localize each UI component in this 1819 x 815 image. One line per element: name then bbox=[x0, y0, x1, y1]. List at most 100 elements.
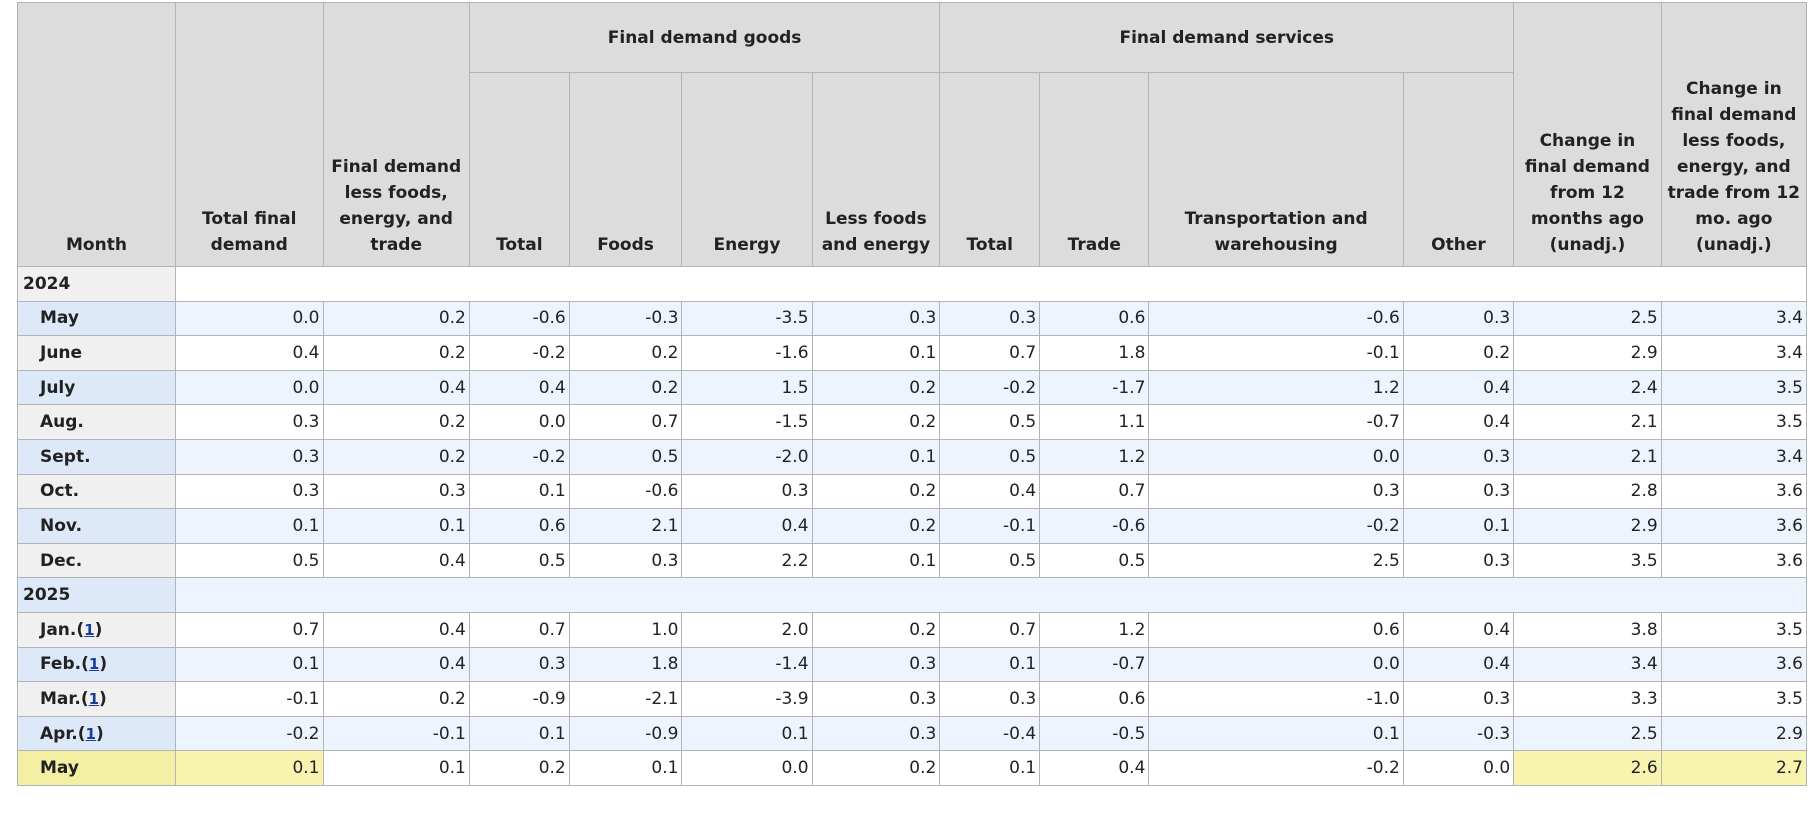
table-cell: 0.2 bbox=[322, 681, 470, 717]
header-final-demand-goods: Final demand goods bbox=[468, 2, 941, 73]
table-cell: 3.6 bbox=[1660, 508, 1808, 544]
table-cell: 1.2 bbox=[1148, 369, 1404, 406]
table-cell: 0.5 bbox=[939, 404, 1041, 440]
table-cell: -0.2 bbox=[468, 438, 570, 475]
table-cell: 3.4 bbox=[1660, 335, 1808, 371]
month-name: Jan. bbox=[40, 619, 77, 640]
footnote-paren: ( bbox=[80, 688, 89, 709]
table-cell: 3.5 bbox=[1660, 611, 1808, 648]
year-spacer bbox=[174, 266, 1808, 302]
table-cell: 0.6 bbox=[468, 508, 570, 544]
month-label: Dec. bbox=[17, 542, 176, 579]
table-cell: 0.5 bbox=[1039, 542, 1150, 579]
table-cell: 0.1 bbox=[568, 750, 683, 786]
table-cell: 1.2 bbox=[1039, 438, 1150, 475]
footnote-paren: ( bbox=[76, 619, 85, 640]
year-label: 2025 bbox=[17, 577, 176, 613]
table-row: Sept. 0.3 0.2 -0.2 0.5 -2.0 0.1 0.5 1.2 0.0 0.3 2.1… bbox=[17, 438, 1808, 475]
footnote-link[interactable]: 1 bbox=[85, 724, 96, 743]
table-cell: -0.6 bbox=[1039, 508, 1150, 544]
table-cell: 2.5 bbox=[1513, 300, 1662, 337]
table-cell: 2.9 bbox=[1513, 335, 1662, 371]
month-name: July bbox=[40, 377, 76, 398]
table-cell: 0.4 bbox=[322, 646, 470, 683]
table-cell: 0.5 bbox=[939, 542, 1041, 579]
year-row: 2024 bbox=[17, 266, 1808, 302]
table-cell: 0.3 bbox=[174, 404, 324, 440]
footnote-link[interactable]: 1 bbox=[88, 655, 100, 674]
table-cell: -1.7 bbox=[1039, 369, 1150, 406]
table-cell: 0.4 bbox=[1402, 404, 1515, 440]
table-cell: 0.1 bbox=[174, 508, 324, 544]
table-cell: 0.1 bbox=[811, 335, 941, 371]
footnote-link[interactable]: 1 bbox=[84, 620, 95, 639]
footnote-paren: ( bbox=[77, 723, 86, 744]
table-row: May 0.1 0.1 0.2 0.1 0.0 0.2 0.1 0.4 -0.2 0.0 2.6 2.7 bbox=[17, 750, 1808, 786]
table-cell: 0.3 bbox=[468, 646, 570, 683]
table-cell: 0.3 bbox=[322, 473, 470, 510]
table-row: Aug. 0.3 0.2 0.0 0.7 -1.5 0.2 0.5 1.1 -0.7 0.4 2.1 3… bbox=[17, 404, 1808, 440]
table-cell: 0.4 bbox=[1402, 611, 1515, 648]
table-cell: 2.1 bbox=[1513, 438, 1662, 475]
table-cell: 0.2 bbox=[468, 750, 570, 786]
month-name: Apr. bbox=[40, 723, 78, 744]
table-cell: -1.6 bbox=[681, 335, 813, 371]
table-row: Jan.(1) 0.7 0.4 0.7 1.0 2.0 0.2 0.7 1.2 0.6 0.4 3.8… bbox=[17, 611, 1808, 648]
table-row: Apr.(1) -0.2 -0.1 0.1 -0.9 0.1 0.3 -0.4 -0.5 0.1-… bbox=[17, 715, 1808, 752]
table-cell: 0.1 bbox=[322, 750, 470, 786]
table-cell: 0.4 bbox=[1039, 750, 1150, 786]
table-cell: 0.1 bbox=[1402, 508, 1515, 544]
table-cell: 2.6 bbox=[1513, 750, 1662, 786]
table-cell: 2.9 bbox=[1660, 715, 1808, 752]
table-cell: 3.4 bbox=[1660, 300, 1808, 337]
month-label: Apr.(1) bbox=[17, 715, 176, 752]
month-name: Oct. bbox=[40, 481, 80, 502]
table-cell: -0.6 bbox=[468, 300, 570, 337]
footnote-link[interactable]: 1 bbox=[88, 689, 100, 708]
header-services-total: Total bbox=[939, 72, 1041, 267]
table-cell: 0.2 bbox=[322, 300, 470, 337]
table-cell: 0.3 bbox=[811, 715, 941, 752]
table-cell: 2.1 bbox=[1513, 404, 1662, 440]
table-cell: 0.1 bbox=[811, 438, 941, 475]
table-cell: 2.5 bbox=[1148, 542, 1404, 579]
table-cell: 0.2 bbox=[568, 335, 683, 371]
table-cell: 3.5 bbox=[1513, 542, 1662, 579]
table-cell: 0.4 bbox=[939, 473, 1041, 510]
table-cell: 0.1 bbox=[174, 646, 324, 683]
table-cell: 0.3 bbox=[811, 646, 941, 683]
table-cell: 3.6 bbox=[1660, 542, 1808, 579]
table-cell: 0.4 bbox=[322, 542, 470, 579]
table-cell: -3.9 bbox=[681, 681, 813, 717]
header-fd-less-foods-energy-trade: Final demand less foods, energy, and tra… bbox=[322, 2, 470, 267]
table-row: June 0.4 0.2 -0.2 0.2 -1.6 0.1 0.7 1.8 -0.1 0.2 2.9… bbox=[17, 335, 1808, 371]
table-cell: -0.1 bbox=[174, 681, 324, 717]
table-cell: 0.4 bbox=[174, 335, 324, 371]
month-label: May bbox=[17, 750, 176, 786]
table-cell: -0.1 bbox=[1148, 335, 1404, 371]
table-cell: 2.9 bbox=[1513, 508, 1662, 544]
table-cell: 1.1 bbox=[1039, 404, 1150, 440]
table-cell: 0.5 bbox=[939, 438, 1041, 475]
month-name: Mar. bbox=[40, 688, 81, 709]
table-cell: 2.4 bbox=[1513, 369, 1662, 406]
table-cell: -0.9 bbox=[568, 715, 683, 752]
table-cell: 3.8 bbox=[1513, 611, 1662, 648]
header-month: Month bbox=[17, 2, 176, 267]
month-name: May bbox=[40, 758, 79, 779]
month-label: Aug. bbox=[17, 404, 176, 440]
table-cell: 2.0 bbox=[681, 611, 813, 648]
table-cell: -0.1 bbox=[322, 715, 470, 752]
table-cell: 0.5 bbox=[468, 542, 570, 579]
table-row: May 0.0 0.2 -0.6 -0.3 -3.5 0.3 0.3 0.6 -0.6 0.3 2.5… bbox=[17, 300, 1808, 337]
table-cell: 0.2 bbox=[811, 473, 941, 510]
footnote-paren: ) bbox=[95, 723, 104, 744]
table-cell: 0.2 bbox=[322, 404, 470, 440]
table-cell: 0.3 bbox=[1402, 438, 1515, 475]
table-cell: 0.2 bbox=[322, 335, 470, 371]
table-cell: 0.1 bbox=[939, 750, 1041, 786]
table-cell: -0.7 bbox=[1039, 646, 1150, 683]
table-cell: 0.3 bbox=[1402, 473, 1515, 510]
header-services-transportation-warehousing: Transportation and warehousing bbox=[1148, 72, 1404, 267]
table-row: July 0.0 0.4 0.4 0.2 1.5 0.2 -0.2 -1.7 1.2 0.4 2.4 3… bbox=[17, 369, 1808, 406]
